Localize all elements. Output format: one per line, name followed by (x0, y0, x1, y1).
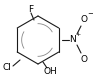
Text: O: O (81, 56, 88, 65)
Text: +: + (75, 32, 81, 37)
Text: O: O (81, 15, 88, 25)
Text: Cl: Cl (3, 63, 11, 72)
Text: F: F (28, 5, 34, 15)
Text: −: − (87, 11, 93, 17)
Text: OH: OH (43, 67, 57, 77)
Text: N: N (70, 36, 76, 45)
